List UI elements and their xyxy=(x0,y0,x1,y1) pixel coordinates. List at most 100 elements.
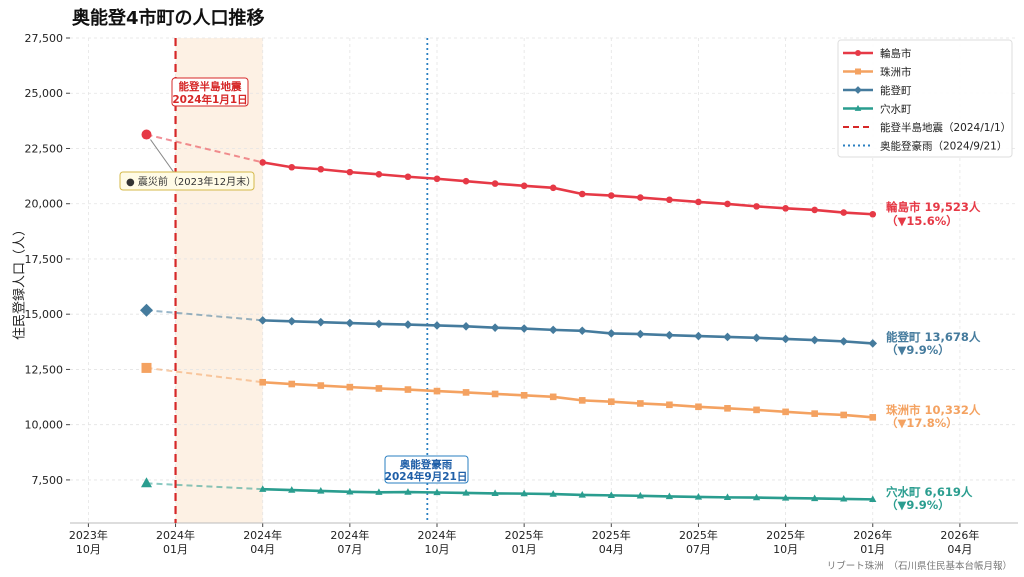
y-tick-label: 27,500 xyxy=(25,32,64,45)
source-footer: リブート珠洲 （石川県住民基本台帳月報） xyxy=(826,561,1012,572)
x-tick-label-month: 10月 xyxy=(424,543,449,556)
earthquake-annotation-date: 2024年1月1日 xyxy=(172,93,247,106)
data-point xyxy=(637,194,644,201)
data-point xyxy=(577,326,587,336)
data-point xyxy=(753,203,760,210)
series-line-0 xyxy=(262,161,873,216)
x-tick-label-year: 2024年 xyxy=(417,528,456,542)
data-point xyxy=(462,177,470,185)
data-point xyxy=(839,337,848,346)
data-point xyxy=(811,494,819,502)
heavy-rain-annotation-date: 2024年9月21日 xyxy=(385,470,468,483)
heavy-rain-annotation-box xyxy=(384,455,469,484)
data-point xyxy=(259,485,267,492)
legend-swatch-marker xyxy=(855,50,861,56)
data-point xyxy=(346,383,354,391)
data-point xyxy=(317,165,325,173)
change-label: （▼15.6%） xyxy=(886,214,958,228)
data-point xyxy=(607,192,615,199)
x-tick-label-year: 2025年 xyxy=(592,528,631,542)
pre-quake-point xyxy=(141,129,152,140)
x-tick-label-month: 04月 xyxy=(947,543,972,556)
data-point xyxy=(549,184,557,192)
data-point xyxy=(462,488,470,496)
x-tick-label-month: 01月 xyxy=(512,543,537,556)
data-point xyxy=(491,489,499,497)
heavy-rain-annotation: 奥能登豪雨 xyxy=(400,458,453,471)
legend-label: 珠洲市 xyxy=(880,66,912,79)
x-tick-label-month: 01月 xyxy=(163,543,188,556)
data-point xyxy=(259,378,266,386)
data-point xyxy=(665,330,674,340)
x-tick-label-month: 04月 xyxy=(250,543,275,556)
data-point xyxy=(433,387,441,395)
data-point xyxy=(375,385,383,392)
data-point xyxy=(723,332,732,342)
y-tick-label: 25,000 xyxy=(25,87,64,100)
data-point xyxy=(346,487,354,495)
series-line-3 xyxy=(262,487,873,501)
chart-title: 奥能登4市町の人口推移 xyxy=(72,8,265,29)
x-tick-label-year: 2025年 xyxy=(505,528,544,542)
data-point xyxy=(403,320,413,329)
data-point xyxy=(695,403,702,411)
data-point xyxy=(258,316,267,325)
data-point xyxy=(811,206,818,214)
series-line-1 xyxy=(262,380,873,419)
x-tick-label-year: 2024年 xyxy=(330,528,369,542)
data-point xyxy=(520,391,528,399)
y-tick-label: 15,000 xyxy=(25,308,64,321)
data-point xyxy=(287,316,297,326)
change-label: （▼17.8%） xyxy=(886,416,958,430)
y-tick-label: 20,000 xyxy=(25,198,64,211)
x-tick-label-year: 2025年 xyxy=(766,528,805,542)
y-tick-label: 17,500 xyxy=(25,253,64,266)
data-point xyxy=(316,317,326,327)
data-point xyxy=(317,487,325,494)
data-point xyxy=(578,490,586,498)
data-point xyxy=(375,488,383,495)
data-point xyxy=(433,175,441,183)
y-tick-label: 10,000 xyxy=(25,419,64,432)
x-tick-label-year: 2024年 xyxy=(156,528,195,542)
legend-label: 輪島市 xyxy=(880,47,912,60)
data-point xyxy=(636,491,644,499)
data-point xyxy=(607,329,616,338)
data-point xyxy=(433,488,441,496)
data-point xyxy=(520,489,528,497)
data-point xyxy=(549,393,557,401)
data-point xyxy=(549,490,557,497)
legend-box xyxy=(837,39,1013,158)
x-tick-label-year: 2026年 xyxy=(940,528,979,542)
legend-label: 能登町 xyxy=(880,84,912,97)
data-point xyxy=(752,493,761,501)
y-tick-label: 22,500 xyxy=(25,142,64,155)
data-point xyxy=(288,380,296,388)
x-tick-label-year: 2024年 xyxy=(243,528,282,542)
data-point xyxy=(288,163,296,171)
earthquake-annotation: 能登半島地震 xyxy=(179,80,242,93)
change-label: （▼9.9%） xyxy=(886,343,950,357)
series-line-2 xyxy=(262,319,873,345)
data-point xyxy=(345,318,355,328)
data-point xyxy=(869,495,877,503)
data-point xyxy=(578,190,586,198)
x-tick-label-month: 07月 xyxy=(337,543,362,556)
data-point xyxy=(724,200,731,208)
data-point xyxy=(840,494,848,502)
data-point xyxy=(317,382,325,389)
data-point xyxy=(288,486,296,493)
end-label: 穴水町 6,619人 xyxy=(886,485,973,499)
y-tick-label: 7,500 xyxy=(32,474,64,487)
legend-label: 能登半島地震（2024/1/1） xyxy=(880,121,1011,134)
data-point xyxy=(752,333,761,343)
data-point xyxy=(869,414,877,421)
data-point xyxy=(811,410,818,417)
data-point xyxy=(781,494,790,501)
data-point xyxy=(694,492,703,500)
data-point xyxy=(782,205,789,212)
data-point xyxy=(694,331,703,341)
data-point xyxy=(259,159,266,166)
data-point xyxy=(491,390,499,398)
data-point xyxy=(432,321,442,330)
